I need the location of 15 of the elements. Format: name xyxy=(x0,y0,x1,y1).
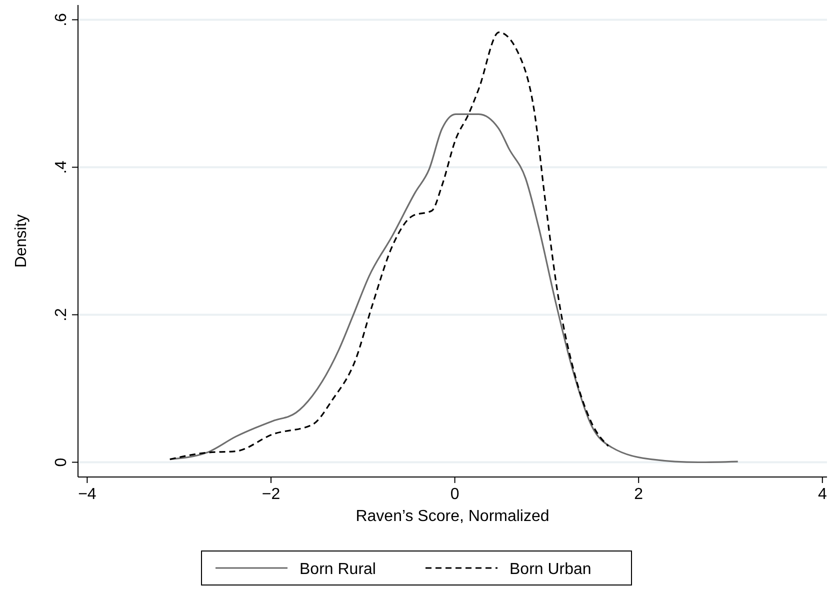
x-tick-label: −2 xyxy=(262,486,280,503)
legend-label: Born Rural xyxy=(300,561,376,578)
y-tick-label: 0 xyxy=(53,458,70,467)
line-series xyxy=(169,31,610,460)
y-tick-label: .6 xyxy=(53,12,70,26)
x-tick-label: −4 xyxy=(78,486,96,503)
y-tick-label: .2 xyxy=(53,308,70,322)
line-series xyxy=(169,113,739,464)
x-tick-label: 4 xyxy=(818,486,827,503)
legend-label: Born Urban xyxy=(510,561,592,578)
x-tick-label: 2 xyxy=(634,486,644,503)
x-tick-label: 0 xyxy=(450,486,460,503)
y-axis-title: Density xyxy=(13,214,30,268)
y-tick-label: .4 xyxy=(53,160,70,174)
x-axis-title: Raven’s Score, Normalized xyxy=(356,508,550,525)
